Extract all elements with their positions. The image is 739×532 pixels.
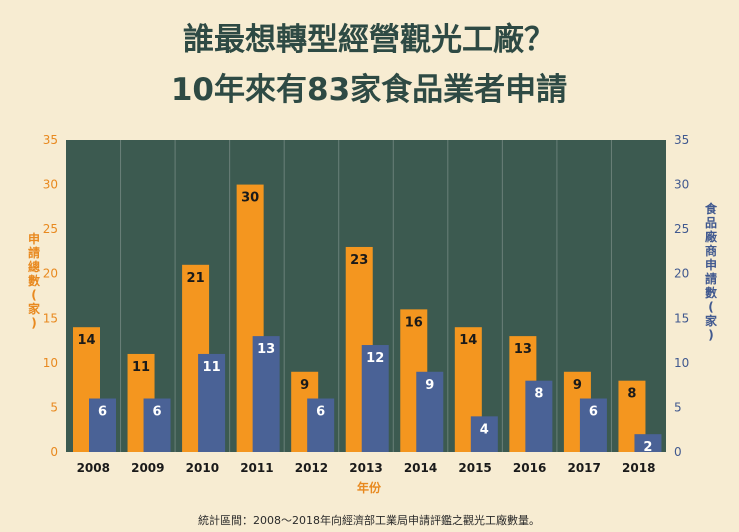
label-total-2011: 30	[241, 191, 259, 206]
left-tick: 5	[50, 400, 58, 414]
bar-food-2008	[89, 398, 116, 452]
label-food-2009: 6	[153, 405, 162, 420]
bar-food-2016	[525, 380, 553, 452]
label-total-2008: 14	[77, 333, 95, 348]
category-label: 2011	[240, 461, 273, 475]
footnote: 統計區間：2008～2018年向經濟部工業局申請評鑑之觀光工廠數量。	[198, 513, 540, 527]
x-axis-title: 年份	[357, 480, 382, 495]
left-tick: 20	[43, 267, 58, 281]
left-tick: 0	[50, 445, 58, 459]
category-label: 2009	[131, 461, 164, 475]
label-food-2013: 12	[366, 351, 384, 366]
bar-food-2017	[579, 398, 607, 452]
left-tick: 35	[43, 133, 58, 147]
label-total-2017: 9	[573, 378, 582, 393]
gridlines	[120, 140, 612, 452]
label-total-2018: 8	[627, 387, 636, 402]
category-label: 2018	[622, 461, 655, 475]
label-total-2010: 21	[187, 271, 205, 286]
bar-food-2009	[143, 398, 171, 452]
bar-food-2013	[361, 345, 389, 452]
left-tick: 30	[43, 178, 58, 192]
left-axis-title: 申請總數(家)	[28, 231, 41, 330]
left-tick: 10	[43, 356, 58, 370]
label-food-2016: 8	[534, 387, 543, 402]
label-total-2014: 16	[405, 315, 423, 330]
category-label: 2013	[349, 461, 382, 475]
label-food-2017: 6	[589, 405, 598, 420]
label-total-2013: 23	[350, 253, 368, 268]
left-tick: 15	[43, 311, 58, 325]
label-total-2015: 14	[459, 333, 477, 348]
category-axis: 2008 2009 2010 2011 2012 2013 2014 2015 2016 2017…	[77, 461, 656, 475]
category-label: 2016	[513, 461, 546, 475]
category-label: 2014	[404, 461, 437, 475]
label-food-2018: 2	[643, 440, 652, 455]
category-label: 2008	[77, 461, 110, 475]
category-label: 2017	[567, 461, 600, 475]
right-axis-title: 食品廠商申請數(家)	[704, 201, 718, 342]
label-total-2012: 9	[300, 378, 309, 393]
bar-food-2011	[252, 336, 280, 452]
category-label: 2010	[186, 461, 219, 475]
label-total-2016: 13	[514, 342, 532, 357]
bar-food-2010	[198, 353, 226, 452]
right-tick: 10	[674, 356, 689, 370]
right-tick: 0	[674, 445, 682, 459]
chart-title-line-1: 誰最想轉型經營觀光工廠？	[183, 22, 555, 58]
right-tick: 15	[674, 311, 689, 325]
label-food-2015: 4	[480, 422, 489, 437]
category-label: 2015	[458, 461, 491, 475]
bars	[73, 184, 662, 453]
right-tick: 35	[674, 133, 689, 147]
left-axis: 0 5 10 15 20 25 30 35	[43, 133, 58, 459]
category-label: 2012	[295, 461, 328, 475]
right-tick: 30	[674, 178, 689, 192]
bar-food-2012	[307, 398, 335, 452]
label-food-2010: 11	[203, 360, 221, 375]
bar-food-2018	[634, 434, 662, 452]
label-food-2011: 13	[257, 342, 275, 357]
right-tick: 25	[674, 222, 689, 236]
right-tick: 20	[674, 267, 689, 281]
chart-title-line-2: 10年來有83家食品業者申請	[171, 72, 567, 108]
right-axis: 0 5 10 15 20 25 30 35	[674, 133, 689, 459]
bar-food-2015	[470, 416, 498, 452]
bar-food-2014	[416, 371, 444, 452]
right-tick: 5	[674, 400, 682, 414]
label-food-2014: 9	[425, 378, 434, 393]
left-tick: 25	[43, 222, 58, 236]
label-food-2012: 6	[316, 405, 325, 420]
label-food-2008: 6	[98, 405, 107, 420]
label-total-2009: 11	[132, 360, 150, 375]
